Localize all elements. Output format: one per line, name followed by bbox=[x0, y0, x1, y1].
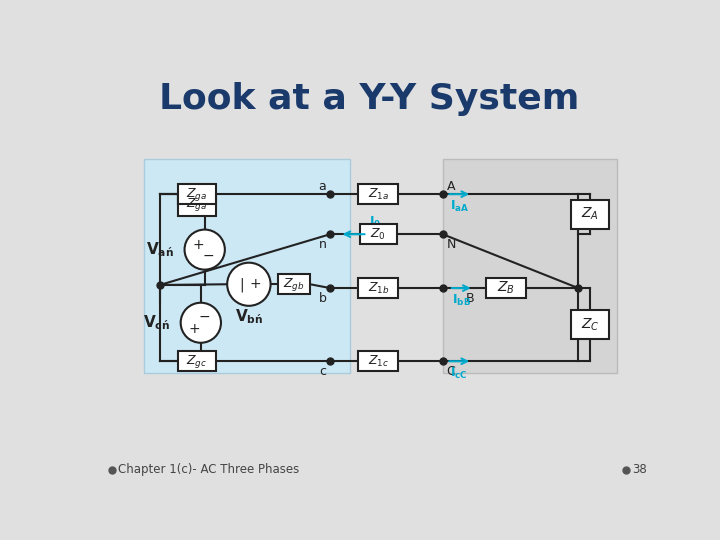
Text: a: a bbox=[319, 180, 326, 193]
Text: $\mathbf{I_{cC}}$: $\mathbf{I_{cC}}$ bbox=[451, 366, 468, 381]
Text: B: B bbox=[466, 292, 474, 305]
FancyBboxPatch shape bbox=[179, 351, 215, 372]
Text: C: C bbox=[446, 364, 455, 378]
Text: $Z_{1a}$: $Z_{1a}$ bbox=[368, 187, 389, 202]
Text: A: A bbox=[446, 180, 455, 193]
Text: $\mathbf{V_{b\'n}}$: $\mathbf{V_{b\'n}}$ bbox=[235, 307, 263, 326]
Circle shape bbox=[228, 262, 271, 306]
Text: n: n bbox=[318, 238, 326, 251]
Text: |: | bbox=[240, 277, 244, 292]
Text: 38: 38 bbox=[631, 463, 647, 476]
Text: $\mathbf{I_{bB}}$: $\mathbf{I_{bB}}$ bbox=[451, 293, 471, 308]
Text: $Z_{gc}$: $Z_{gc}$ bbox=[186, 353, 207, 370]
Text: $Z_{gb}$: $Z_{gb}$ bbox=[283, 276, 305, 293]
Text: Look at a Y-Y System: Look at a Y-Y System bbox=[159, 83, 579, 117]
FancyBboxPatch shape bbox=[179, 184, 215, 204]
FancyBboxPatch shape bbox=[179, 194, 215, 215]
FancyBboxPatch shape bbox=[443, 159, 617, 373]
Text: c: c bbox=[320, 364, 326, 378]
Text: $Z_0$: $Z_0$ bbox=[370, 227, 386, 242]
FancyBboxPatch shape bbox=[144, 159, 350, 373]
Text: Chapter 1(c)- AC Three Phases: Chapter 1(c)- AC Three Phases bbox=[118, 463, 299, 476]
Circle shape bbox=[181, 303, 221, 343]
Text: $Z_A$: $Z_A$ bbox=[581, 206, 599, 222]
FancyBboxPatch shape bbox=[277, 274, 310, 294]
Text: $\mathbf{I_0}$: $\mathbf{I_0}$ bbox=[369, 215, 382, 230]
Text: $Z_{ga}$: $Z_{ga}$ bbox=[186, 186, 207, 202]
FancyBboxPatch shape bbox=[570, 200, 609, 229]
Text: +: + bbox=[249, 277, 261, 291]
Text: $\mathbf{V_{c\'n}}$: $\mathbf{V_{c\'n}}$ bbox=[143, 313, 170, 332]
Text: $Z_{ga}$: $Z_{ga}$ bbox=[186, 197, 207, 213]
Text: $Z_C$: $Z_C$ bbox=[580, 316, 599, 333]
Circle shape bbox=[184, 230, 225, 269]
Text: b: b bbox=[318, 292, 326, 305]
Text: N: N bbox=[446, 238, 456, 251]
FancyBboxPatch shape bbox=[570, 310, 609, 339]
FancyBboxPatch shape bbox=[358, 351, 398, 372]
FancyBboxPatch shape bbox=[358, 278, 398, 298]
Text: $\mathbf{I_{aA}}$: $\mathbf{I_{aA}}$ bbox=[449, 199, 469, 214]
Text: $Z_B$: $Z_B$ bbox=[498, 280, 515, 296]
Text: $\mathbf{V_{a\'n}}$: $\mathbf{V_{a\'n}}$ bbox=[145, 240, 174, 259]
Text: $Z_{1c}$: $Z_{1c}$ bbox=[368, 354, 389, 369]
Text: −: − bbox=[199, 309, 210, 323]
FancyBboxPatch shape bbox=[486, 278, 526, 298]
FancyBboxPatch shape bbox=[360, 224, 397, 244]
Text: +: + bbox=[193, 238, 204, 252]
Text: +: + bbox=[189, 322, 200, 336]
FancyBboxPatch shape bbox=[358, 184, 398, 204]
Text: $Z_{1b}$: $Z_{1b}$ bbox=[367, 281, 389, 296]
Text: −: − bbox=[203, 249, 215, 263]
